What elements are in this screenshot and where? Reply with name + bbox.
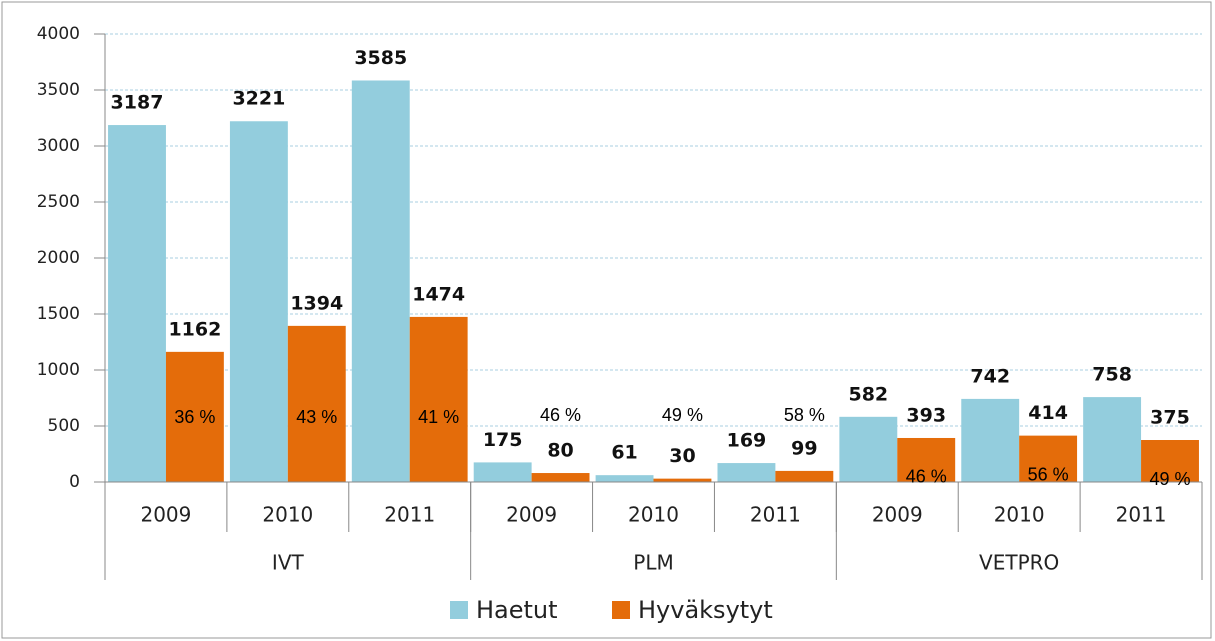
x-tick-label: 2010 [994, 503, 1045, 527]
value-label: 169 [727, 430, 767, 452]
y-tick-label: 4000 [37, 24, 80, 44]
bar [653, 478, 712, 482]
legend-label: Hyväksytyt [638, 596, 773, 624]
value-label: 30 [669, 445, 695, 467]
annotation: 49 % [662, 405, 703, 425]
bar [531, 473, 590, 482]
y-tick-label: 1000 [37, 360, 80, 380]
group-label: PLM [633, 551, 673, 575]
x-tick-label: 2009 [506, 503, 557, 527]
annotation: 46 % [540, 405, 581, 425]
bar [961, 398, 1020, 482]
value-label: 3187 [111, 92, 164, 114]
value-label: 375 [1150, 407, 1190, 429]
value-label: 1162 [168, 318, 221, 340]
bar [351, 80, 410, 482]
bar [775, 470, 834, 482]
y-tick-label: 2000 [37, 248, 80, 268]
bar [1083, 397, 1142, 482]
annotation: 49 % [1149, 469, 1190, 489]
x-tick-label: 2009 [140, 503, 191, 527]
annotation: 36 % [174, 407, 215, 427]
value-label: 1474 [412, 283, 465, 305]
bar [1141, 440, 1199, 482]
bar [897, 437, 956, 482]
x-tick-label: 2011 [750, 503, 801, 527]
group-label: IVT [272, 551, 305, 575]
legend-swatch [450, 601, 468, 619]
bar [473, 462, 532, 482]
value-label: 3585 [354, 47, 407, 69]
bar [1019, 435, 1078, 482]
value-label: 393 [906, 404, 946, 426]
bar [595, 475, 654, 482]
value-label: 582 [848, 383, 888, 405]
annotation: 46 % [906, 467, 947, 487]
annotation: 58 % [784, 405, 825, 425]
y-tick-label: 3500 [37, 80, 80, 100]
bar [108, 125, 166, 482]
y-tick-label: 3000 [37, 136, 80, 156]
value-label: 61 [611, 442, 637, 464]
y-tick-label: 500 [48, 416, 80, 436]
y-tick-label: 2500 [37, 192, 80, 212]
bar [409, 316, 468, 482]
value-label: 80 [547, 440, 573, 462]
bar [165, 351, 224, 482]
legend-swatch [612, 601, 630, 619]
annotation: 41 % [418, 407, 459, 427]
bar [839, 416, 898, 482]
value-label: 1394 [290, 292, 343, 314]
x-tick-label: 2010 [262, 503, 313, 527]
group-label: VETPRO [979, 551, 1059, 575]
bar [229, 121, 288, 483]
bar [717, 463, 776, 482]
y-tick-label: 1500 [37, 304, 80, 324]
x-tick-label: 2011 [1116, 503, 1167, 527]
legend-label: Haetut [476, 596, 558, 624]
annotation: 56 % [1028, 464, 1069, 484]
x-tick-label: 2009 [872, 503, 923, 527]
y-tick-label: 0 [69, 472, 80, 492]
x-tick-label: 2011 [384, 503, 435, 527]
value-label: 175 [483, 429, 523, 451]
value-label: 99 [791, 437, 817, 459]
value-label: 414 [1028, 402, 1068, 424]
annotation: 43 % [296, 407, 337, 427]
x-tick-label: 2010 [628, 503, 679, 527]
value-label: 758 [1092, 364, 1132, 386]
value-label: 742 [970, 365, 1010, 387]
value-label: 3221 [232, 88, 285, 110]
bar [287, 325, 346, 482]
